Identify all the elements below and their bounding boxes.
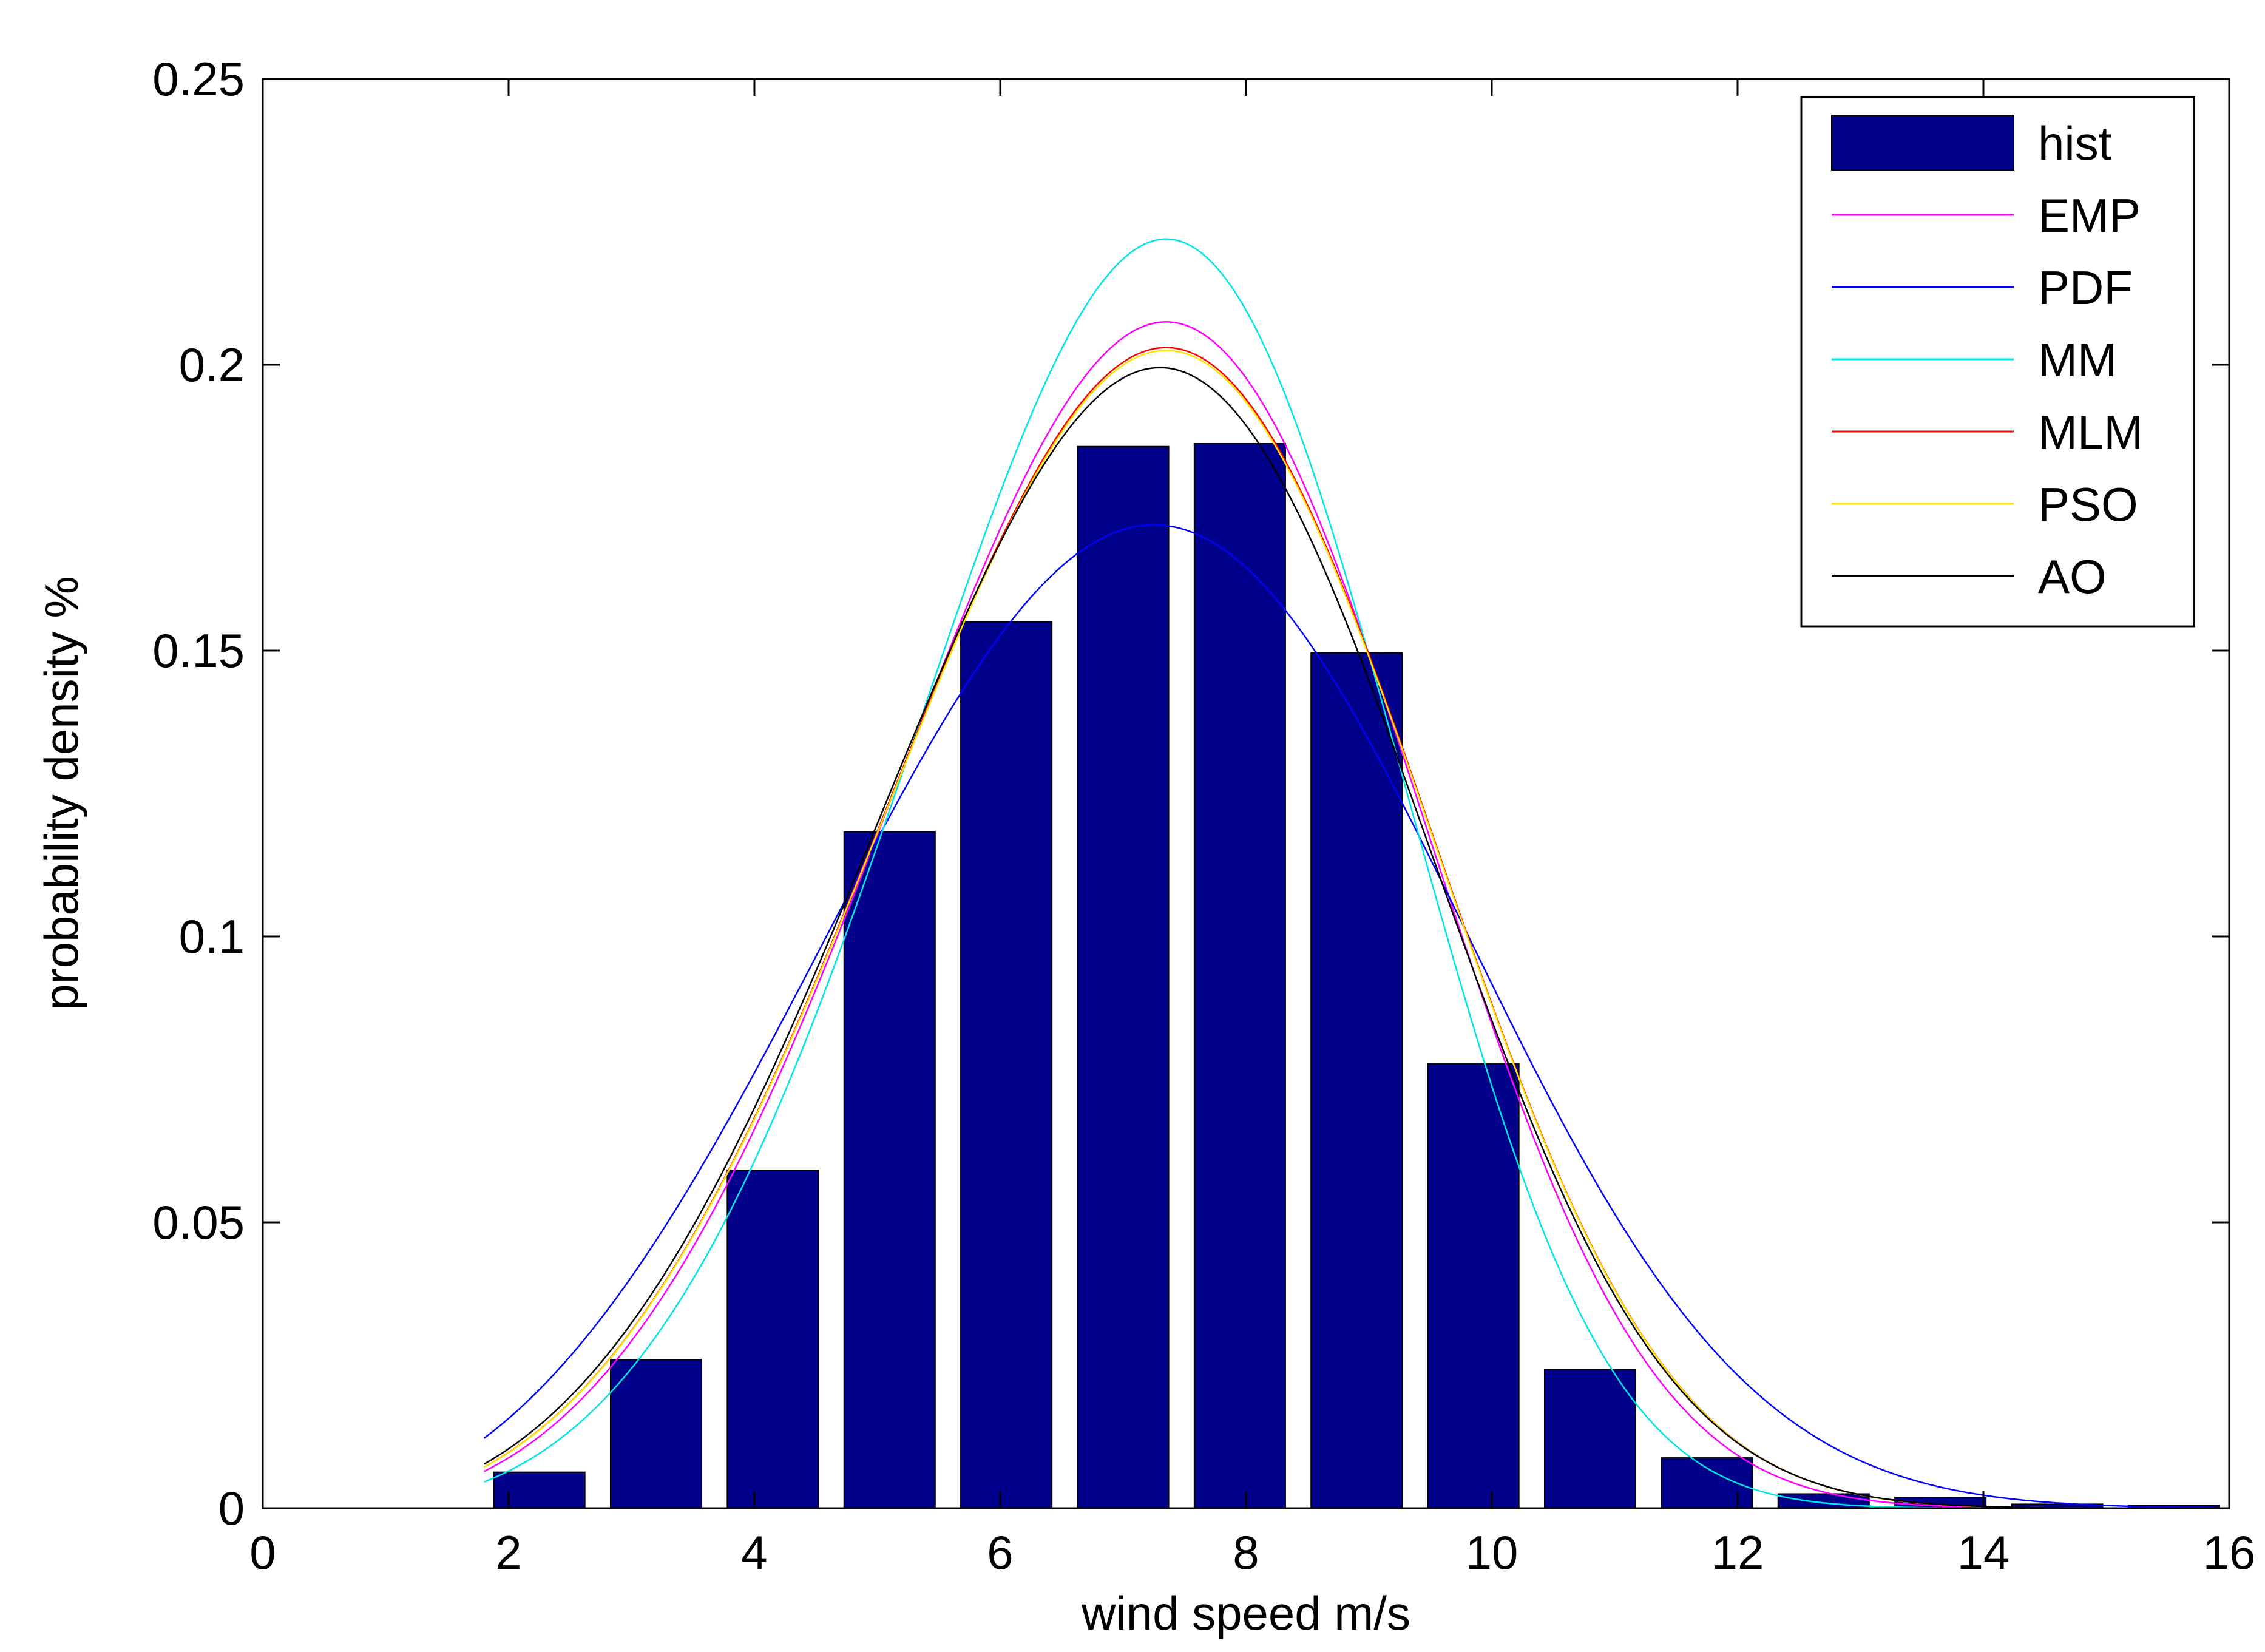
legend-box xyxy=(1800,96,2195,628)
y-tick-label: 0.05 xyxy=(152,1196,245,1249)
hist-bar xyxy=(609,1359,703,1509)
curve-ao xyxy=(483,367,2217,1509)
curve-emp xyxy=(483,321,2217,1509)
x-tick-label: 0 xyxy=(249,1526,276,1579)
legend-label-pdf: PDF xyxy=(2038,261,2133,314)
y-axis-label: probability density % xyxy=(35,576,88,1010)
legend-label-hist: hist xyxy=(2038,117,2112,170)
fitted-curves xyxy=(483,238,2217,1509)
hist-bar xyxy=(1310,652,1403,1509)
legend-label-emp: EMP xyxy=(2038,189,2141,242)
hist-bar xyxy=(1543,1369,1637,1509)
x-tick-label: 4 xyxy=(741,1526,767,1579)
x-axis-ticks: 0 2 4 6 8 10 12 14 16 xyxy=(249,79,2255,1579)
x-tick-label: 2 xyxy=(495,1526,521,1579)
legend-swatch-hist xyxy=(1831,115,2014,171)
x-tick-label: 12 xyxy=(1711,1526,1764,1579)
legend-label-ao: AO xyxy=(2038,550,2107,603)
y-tick-label: 0.1 xyxy=(179,910,245,963)
x-tick-label: 16 xyxy=(2203,1526,2256,1579)
x-tick-label: 14 xyxy=(1957,1526,2010,1579)
hist-bar xyxy=(493,1471,586,1509)
x-tick-label: 8 xyxy=(1233,1526,1259,1579)
legend-label-pso: PSO xyxy=(2038,478,2138,531)
y-tick-label: 0 xyxy=(218,1481,245,1535)
hist-bar xyxy=(1077,445,1170,1509)
histogram-bars xyxy=(493,442,2220,1509)
y-tick-label: 0.25 xyxy=(152,52,245,106)
x-tick-label: 10 xyxy=(1466,1526,1518,1579)
curve-pdf xyxy=(483,524,2217,1509)
x-axis-label: wind speed m/s xyxy=(1081,1586,1410,1640)
hist-bar xyxy=(1427,1063,1520,1509)
hist-bar xyxy=(843,831,936,1509)
legend: hist EMP PDF MM MLM PSO AO xyxy=(1800,96,2195,628)
hist-bar xyxy=(960,621,1053,1509)
y-tick-label: 0.15 xyxy=(152,624,245,677)
y-tick-label: 0.2 xyxy=(179,338,245,391)
hist-bar xyxy=(1193,442,1286,1509)
hist-bar xyxy=(726,1170,819,1509)
legend-label-mlm: MLM xyxy=(2038,405,2143,459)
legend-label-mm: MM xyxy=(2038,333,2117,387)
x-tick-label: 6 xyxy=(987,1526,1013,1579)
y-axis-ticks: 0 0.05 0.1 0.15 0.2 0.25 xyxy=(152,52,2229,1535)
